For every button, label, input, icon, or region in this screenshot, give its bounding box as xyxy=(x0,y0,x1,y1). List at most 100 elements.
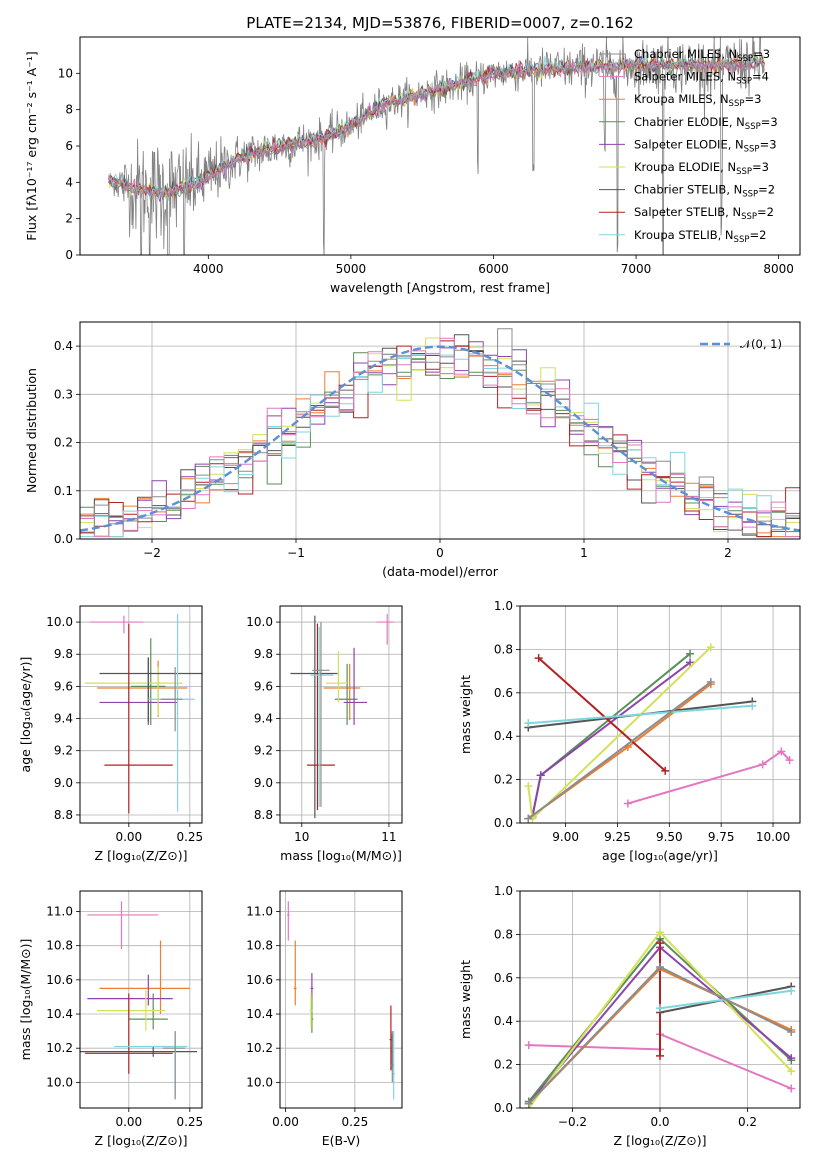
y-tick-label: 10.4 xyxy=(246,1007,273,1021)
legend-subscript: SSP xyxy=(729,99,745,109)
legend-label: Chabrier ELODIE, NSSP=3 xyxy=(634,115,778,132)
chart-residuals: −2 −1 0 1 2 0.0 0.1 0.2 0.3 0.4 (data-model)/error… xyxy=(24,321,801,579)
plot-area xyxy=(290,614,395,819)
weight-marker xyxy=(706,677,715,686)
y-tick-label: 11.0 xyxy=(46,905,73,919)
normal-curve xyxy=(80,345,800,532)
y-axis-label: mass weight xyxy=(458,960,473,1039)
chart-mass-Z: 0.00 0.25 10.0 10.2 10.4 10.6 10.8 11.0 Z [log₁₀… xyxy=(18,890,203,1148)
x-tick-label: 9.75 xyxy=(708,830,735,844)
weight-marker xyxy=(787,1067,796,1076)
y-tick-label: 0.0 xyxy=(494,816,513,830)
y-tick-label: 0.6 xyxy=(494,971,513,985)
weight-marker xyxy=(787,1084,796,1093)
y-tick-label: 0.1 xyxy=(54,484,73,498)
weight-marker xyxy=(524,814,533,823)
legend-subscript: SSP xyxy=(736,167,752,177)
legend-label: Chabrier MILES, NSSP=3 xyxy=(634,47,770,64)
x-axis-label: Z [log₁₀(Z/Z⊙)] xyxy=(614,1133,707,1148)
weight-marker xyxy=(787,986,796,995)
y-tick-label: 10.6 xyxy=(46,973,73,987)
y-tick-label: 0.4 xyxy=(494,729,513,743)
weight-marker xyxy=(686,658,695,667)
weight-marker xyxy=(524,1099,533,1108)
y-axis-label: mass [log₁₀(M/M⊙)] xyxy=(18,939,33,1061)
y-tick-label: 0.4 xyxy=(494,1014,513,1028)
y-tick-label: 0.8 xyxy=(494,642,513,656)
legend-label: Salpeter MILES, NSSP=4 xyxy=(634,70,769,87)
histogram-0 xyxy=(80,328,800,535)
chart-age-mass: 10 11 8.8 9.0 9.2 9.4 9.6 9.8 10.0 mass [log₁₀(M/… xyxy=(246,605,403,863)
x-tick-label: 0.25 xyxy=(176,830,203,844)
y-tick-label: 10.2 xyxy=(246,1041,273,1055)
weight-marker xyxy=(656,962,664,971)
chart-spectrum: 4000 5000 6000 7000 8000 0 2 4 6 8 10 wavelength [A… xyxy=(24,36,801,295)
chart-mass-ebv: 0.00 0.25 10.0 10.2 10.4 10.6 10.8 11.0 E(B-V) xyxy=(246,890,403,1148)
y-tick-label: 10.0 xyxy=(246,615,273,629)
y-tick-label: 0.2 xyxy=(494,1058,513,1072)
axes-frame xyxy=(279,890,403,1109)
y-tick-label: 11.0 xyxy=(246,905,273,919)
axes-frame xyxy=(519,890,801,1109)
axes-frame xyxy=(79,321,801,540)
axes-frame xyxy=(79,36,801,256)
y-tick-label: 0.3 xyxy=(54,387,73,401)
y-tick-label: 6 xyxy=(65,139,73,153)
x-tick-label: 10.00 xyxy=(756,830,790,844)
y-tick-label: 9.6 xyxy=(254,679,273,693)
weight-marker xyxy=(536,771,545,780)
y-tick-label: 9.4 xyxy=(54,712,73,726)
legend-subscript: SSP xyxy=(744,144,760,154)
x-tick-label: 0.2 xyxy=(738,1115,757,1129)
weight-marker xyxy=(777,747,786,756)
legend-count: =3 xyxy=(760,137,777,151)
plot-area xyxy=(84,614,202,814)
x-tick-label: 0.0 xyxy=(650,1115,669,1129)
y-tick-label: 9.2 xyxy=(54,744,73,758)
x-tick-label: 0.00 xyxy=(272,1115,299,1129)
axes-frame xyxy=(79,605,203,824)
axes-frame xyxy=(79,890,203,1109)
y-tick-label: 10.8 xyxy=(246,939,273,953)
weight-marker xyxy=(656,1051,664,1060)
y-tick-label: 10.4 xyxy=(46,1007,73,1021)
y-tick-label: 0 xyxy=(65,248,73,262)
chart-age-Z: 0.00 0.25 8.8 9.0 9.2 9.4 9.6 9.8 10.0 Z [log₁₀(Z… xyxy=(18,605,203,863)
y-tick-label: 0.6 xyxy=(494,686,513,700)
y-tick-label: 10 xyxy=(58,66,73,80)
legend-label: Salpeter STELIB, NSSP=2 xyxy=(634,205,774,222)
y-tick-label: 10.0 xyxy=(46,615,73,629)
weight-marker xyxy=(787,1028,796,1037)
plot-area xyxy=(524,928,796,1108)
y-tick-label: 0.0 xyxy=(54,532,73,546)
model-spectrum-0 xyxy=(108,56,765,199)
plot-area xyxy=(524,643,794,823)
legend-count: =3 xyxy=(753,47,770,61)
legend-label: Kroupa ELODIE, NSSP=3 xyxy=(634,160,769,177)
y-tick-label: 0.2 xyxy=(54,436,73,450)
x-tick-label: 11 xyxy=(381,830,396,844)
legend-label: Chabrier STELIB, NSSP=2 xyxy=(634,183,775,200)
x-axis-label: wavelength [Angstrom, rest frame] xyxy=(330,280,550,295)
y-tick-label: 10.2 xyxy=(46,1041,73,1055)
residual-legend: 𝒩(0, 1) xyxy=(700,337,782,351)
x-tick-label: 6000 xyxy=(478,262,509,276)
y-axis-label: Flux [fλ10⁻¹⁷ erg cm⁻² s⁻¹ A⁻¹] xyxy=(24,51,39,240)
y-tick-label: 10.0 xyxy=(246,1075,273,1089)
observed-spectrum xyxy=(108,37,765,255)
x-tick-label: 0 xyxy=(436,546,444,560)
weight-marker xyxy=(524,719,533,728)
y-tick-label: 9.2 xyxy=(254,744,273,758)
x-tick-label: 0.25 xyxy=(342,1115,369,1129)
x-tick-label: 4000 xyxy=(193,262,224,276)
histogram-3 xyxy=(80,345,800,538)
plot-area xyxy=(108,37,765,255)
y-tick-label: 8.8 xyxy=(54,808,73,822)
x-tick-label: 7000 xyxy=(621,262,652,276)
y-tick-label: 0.0 xyxy=(494,1101,513,1115)
y-tick-label: 9.8 xyxy=(254,647,273,661)
x-axis-label: Z [log₁₀(Z/Z⊙)] xyxy=(95,1133,188,1148)
y-tick-label: 2 xyxy=(65,212,73,226)
x-axis-label: E(B-V) xyxy=(322,1133,361,1148)
